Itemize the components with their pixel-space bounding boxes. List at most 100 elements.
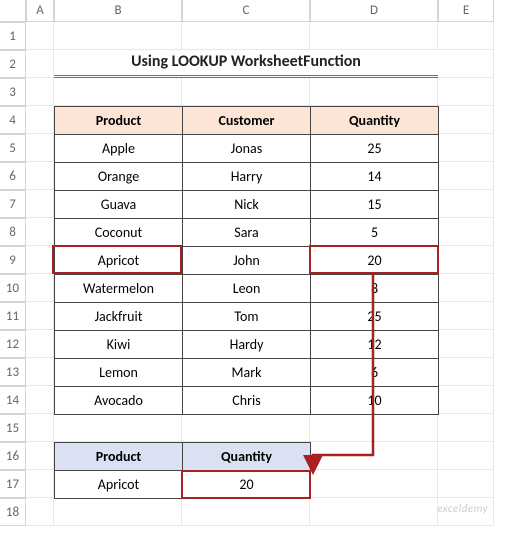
cell-product[interactable]: Watermelon [55,275,183,303]
cell-customer[interactable]: Mark [183,359,311,387]
cell-customer[interactable]: Jonas [183,135,311,163]
cell[interactable] [26,162,54,190]
cell[interactable] [54,78,182,106]
cell[interactable] [310,442,438,470]
cell[interactable] [438,218,494,246]
cell[interactable] [54,414,182,442]
cell[interactable] [438,442,494,470]
row-header[interactable]: 7 [0,190,26,218]
cell-quantity[interactable]: 25 [311,135,439,163]
cell[interactable] [438,386,494,414]
cell[interactable] [310,470,438,498]
cell[interactable] [54,498,182,526]
cell-product[interactable]: Avocado [55,387,183,415]
cell[interactable] [26,330,54,358]
cell[interactable] [310,498,438,526]
row-header[interactable]: 2 [0,50,26,78]
row-header[interactable]: 16 [0,442,26,470]
cell-customer[interactable]: Tom [183,303,311,331]
cell-quantity[interactable]: 25 [311,303,439,331]
cell[interactable] [438,414,494,442]
cell[interactable] [26,470,54,498]
cell[interactable] [26,106,54,134]
cell-customer[interactable]: Harry [183,163,311,191]
cell-quantity[interactable]: 14 [311,163,439,191]
cell[interactable] [438,22,494,50]
cell[interactable] [182,414,310,442]
cell-product[interactable]: Jackfruit [55,303,183,331]
col-header-e[interactable]: E [438,0,494,22]
cell-quantity[interactable]: 8 [311,275,439,303]
cell-customer[interactable]: John [183,247,311,275]
col-header-a[interactable]: A [26,0,54,22]
cell[interactable] [438,302,494,330]
cell[interactable] [26,386,54,414]
cell-quantity[interactable]: 12 [311,331,439,359]
cell[interactable] [438,78,494,106]
cell-product[interactable]: Apple [55,135,183,163]
cell-customer[interactable]: Leon [183,275,311,303]
header-customer[interactable]: Customer [183,107,311,135]
cell[interactable] [438,106,494,134]
col-header-c[interactable]: C [182,0,310,22]
cell[interactable] [182,498,310,526]
cell-quantity[interactable]: 20 [311,247,439,275]
cell-customer[interactable]: Chris [183,387,311,415]
cell[interactable] [26,218,54,246]
row-header[interactable]: 14 [0,386,26,414]
cell[interactable] [26,274,54,302]
row-header[interactable]: 17 [0,470,26,498]
lookup-header-quantity[interactable]: Quantity [183,443,311,471]
cell-product[interactable]: Kiwi [55,331,183,359]
cell-product[interactable]: Guava [55,191,183,219]
row-header[interactable]: 12 [0,330,26,358]
cell[interactable] [438,134,494,162]
cell-product[interactable]: Orange [55,163,183,191]
cell[interactable] [438,274,494,302]
cell[interactable] [310,78,438,106]
lookup-quantity-value[interactable]: 20 [183,471,311,499]
cell[interactable] [182,78,310,106]
cell[interactable] [26,414,54,442]
cell[interactable] [26,134,54,162]
cell-quantity[interactable]: 6 [311,359,439,387]
cell-customer[interactable]: Hardy [183,331,311,359]
cell[interactable] [310,22,438,50]
header-quantity[interactable]: Quantity [311,107,439,135]
lookup-product-value[interactable]: Apricot [55,471,183,499]
cell[interactable] [26,78,54,106]
row-header[interactable]: 15 [0,414,26,442]
cell[interactable] [26,190,54,218]
cell[interactable] [438,50,494,78]
col-header-b[interactable]: B [54,0,182,22]
cell[interactable] [26,246,54,274]
cell-quantity[interactable]: 10 [311,387,439,415]
row-header[interactable]: 4 [0,106,26,134]
cell[interactable] [438,190,494,218]
cell[interactable] [26,442,54,470]
cell[interactable] [26,50,54,78]
lookup-header-product[interactable]: Product [55,443,183,471]
row-header[interactable]: 3 [0,78,26,106]
cell[interactable] [438,330,494,358]
row-header[interactable]: 1 [0,22,26,50]
row-header[interactable]: 10 [0,274,26,302]
row-header[interactable]: 5 [0,134,26,162]
cell[interactable] [438,162,494,190]
cell[interactable] [438,358,494,386]
cell[interactable] [438,246,494,274]
cell[interactable] [182,22,310,50]
cell-customer[interactable]: Sara [183,219,311,247]
cell-product[interactable]: Apricot [55,247,183,275]
cell[interactable] [438,470,494,498]
cell[interactable] [26,498,54,526]
row-header[interactable]: 11 [0,302,26,330]
header-product[interactable]: Product [55,107,183,135]
cell[interactable] [26,22,54,50]
cell-quantity[interactable]: 5 [311,219,439,247]
row-header[interactable]: 18 [0,498,26,526]
cell-customer[interactable]: Nick [183,191,311,219]
cell-product[interactable]: Coconut [55,219,183,247]
row-header[interactable]: 8 [0,218,26,246]
cell[interactable] [54,22,182,50]
